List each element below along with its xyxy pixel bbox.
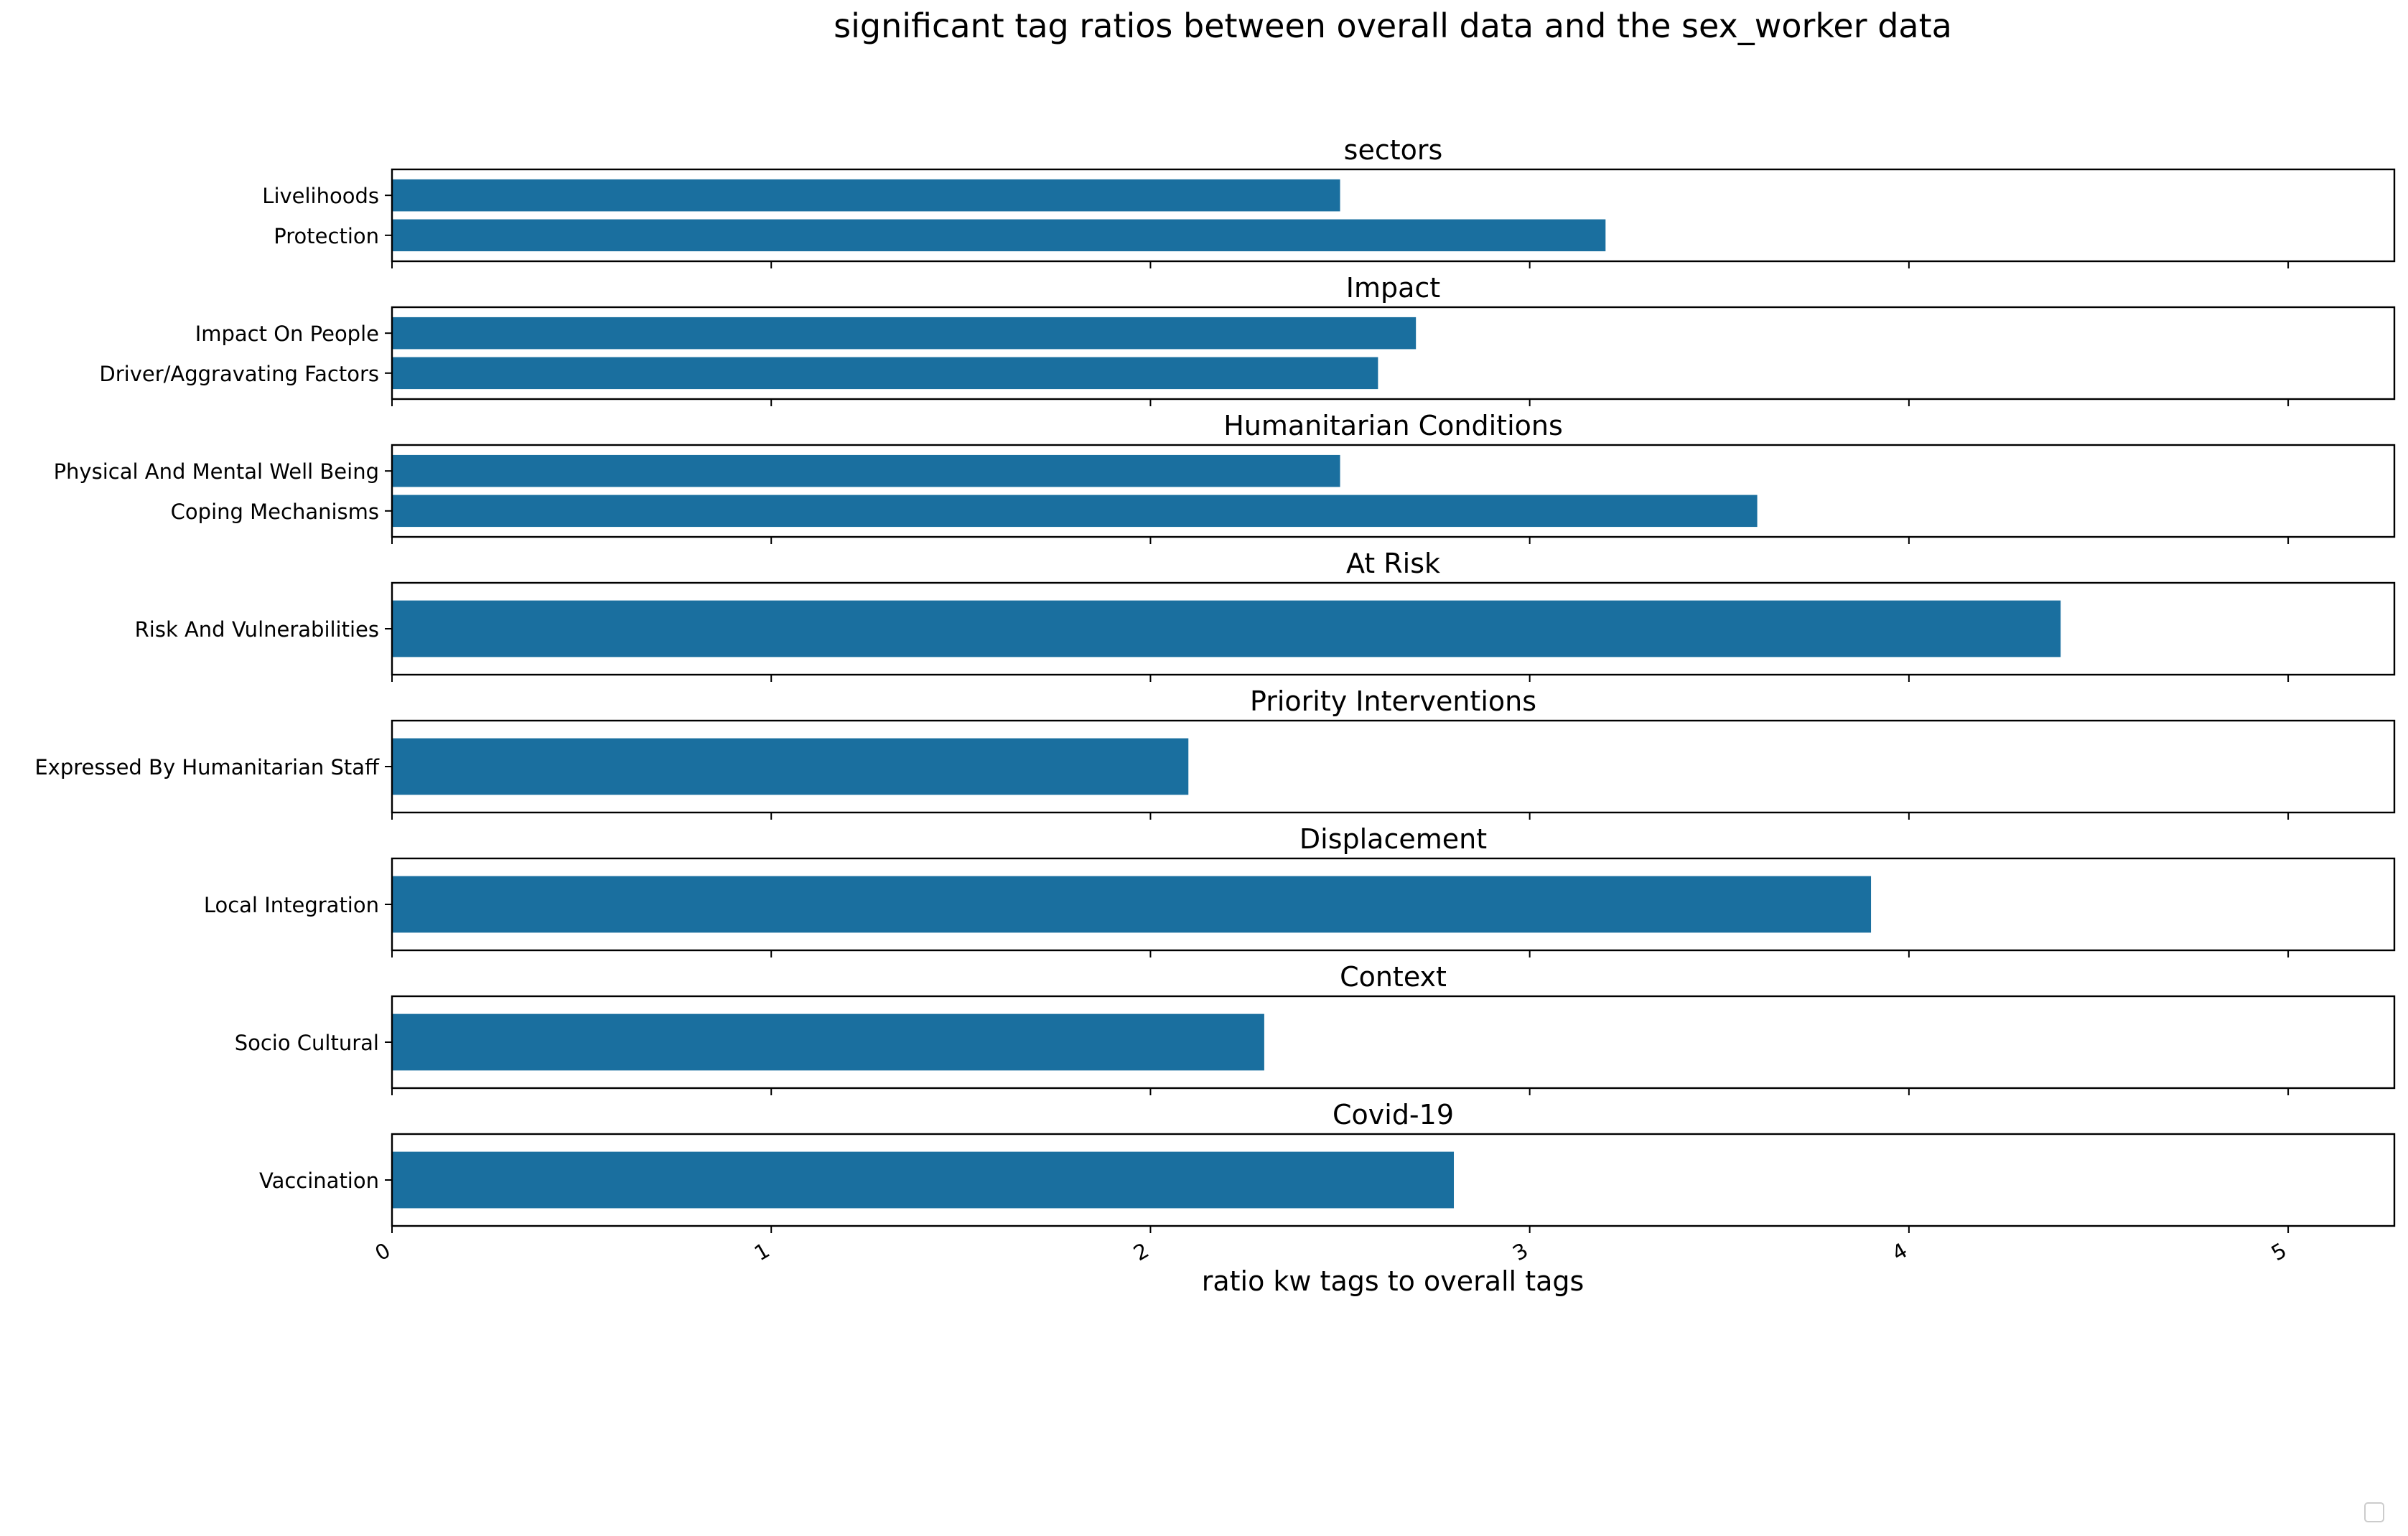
panel-frame	[391, 857, 2396, 952]
y-tick-label: Coping Mechanisms	[171, 500, 379, 524]
x-tick-label: 4	[1887, 1238, 1911, 1266]
panel-title: Displacement	[1299, 823, 1487, 855]
y-tick-label: Livelihoods	[262, 184, 379, 208]
bar	[392, 179, 1340, 212]
panel-title: Covid-19	[1333, 1099, 1454, 1130]
panel-title: At Risk	[1346, 548, 1440, 579]
y-tick-label: Risk And Vulnerabilities	[135, 617, 379, 642]
chart-title: significant tag ratios between overall d…	[834, 6, 1952, 45]
y-tick-label: Protection	[274, 224, 379, 248]
panel-frame	[391, 995, 2396, 1090]
panel-title: Impact	[1346, 272, 1440, 304]
panel-title: Humanitarian Conditions	[1223, 410, 1563, 441]
panel-frame	[391, 168, 2396, 263]
y-tick-label: Driver/Aggravating Factors	[99, 362, 379, 386]
x-tick-label: 2	[1129, 1238, 1153, 1266]
x-tick-label: 0	[371, 1238, 395, 1266]
panel-4: At Risk Risk And Vulnerabilities	[135, 548, 2396, 682]
panel-7: Context Socio Cultural	[235, 961, 2396, 1095]
bar	[392, 454, 1340, 487]
bar	[392, 1013, 1264, 1071]
panel-8: Covid-19 Vaccination	[259, 1099, 2396, 1233]
bar	[392, 317, 1417, 350]
panel-frame	[391, 1133, 2396, 1227]
bar	[392, 600, 2061, 657]
panel-5: Priority Interventions Expressed By Human…	[34, 685, 2396, 820]
bar	[392, 495, 1758, 528]
panel-6: Displacement Local Integration	[204, 823, 2396, 957]
bar	[392, 876, 1872, 933]
legend-box[interactable]	[2364, 1502, 2384, 1522]
y-tick-label: Local Integration	[204, 893, 379, 917]
panel-frame	[391, 444, 2396, 538]
panel-3: Humanitarian Conditions Physical And Ment…	[54, 410, 2396, 544]
y-tick-label: Vaccination	[259, 1169, 379, 1193]
panel-frame	[391, 306, 2396, 401]
bar	[392, 219, 1606, 252]
panel-2: Impact Impact On People Driver/Aggravating…	[99, 272, 2396, 406]
panel-title: Context	[1340, 961, 1447, 993]
y-tick-label: Expressed By Humanitarian Staff	[34, 755, 380, 779]
panel-frame	[391, 581, 2396, 676]
panels: sectorsLivelihoodsProtectionImpactImpact…	[34, 134, 2396, 1266]
panel-title: Priority Interventions	[1250, 685, 1536, 717]
x-tick-label: 1	[750, 1238, 774, 1266]
y-tick-label: Physical And Mental Well Being	[54, 459, 379, 484]
x-tick-label: 3	[1508, 1238, 1532, 1266]
x-axis-label: ratio kw tags to overall tags	[1202, 1265, 1585, 1297]
panel-1: sectors Livelihoods Protection	[262, 134, 2396, 268]
y-tick-label: Impact On People	[195, 322, 379, 346]
bar	[392, 738, 1189, 795]
x-tick-label: 5	[2267, 1238, 2291, 1266]
panel-title: sectors	[1344, 134, 1443, 166]
y-tick-label: Socio Cultural	[235, 1031, 379, 1055]
bar	[392, 1151, 1455, 1209]
panel-frame	[391, 719, 2396, 814]
bar	[392, 357, 1378, 390]
